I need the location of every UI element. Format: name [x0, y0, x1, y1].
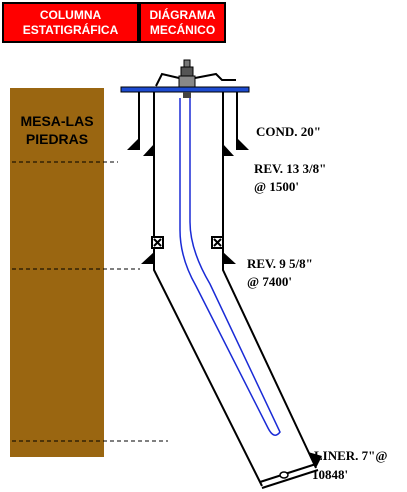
wellhead-right-line	[194, 72, 236, 81]
wellhead	[120, 59, 250, 98]
stratigraphic-header-line2: ESTATIGRÁFICA	[22, 22, 119, 37]
intermediate-shoe-right	[223, 252, 236, 264]
mechanical-header-line1: DIÁGRAMA	[149, 7, 216, 22]
packer-right-icon	[211, 236, 224, 249]
intermediate-casing-shoes	[141, 252, 236, 264]
liner-float-icon	[279, 471, 289, 479]
formation-label-line2: PIEDRAS	[25, 131, 89, 147]
stratigraphic-column-header: COLUMNA ESTATIGRÁFICA	[2, 2, 139, 43]
wellhead-cap	[183, 59, 191, 68]
surface-casing	[153, 92, 224, 255]
mechanical-header-line2: MECÁNICO	[149, 22, 216, 37]
liner-shoe	[308, 452, 322, 468]
production-tubing	[179, 98, 281, 436]
conductor-label: COND. 20"	[256, 124, 321, 139]
liner-bottom	[259, 463, 319, 489]
intermediate-casing-label-line1: REV. 9 5/8"	[247, 256, 313, 271]
deviated-liner	[153, 248, 317, 487]
intermediate-casing-label-line2: @ 7400'	[247, 274, 292, 289]
wellhead-spool	[183, 92, 191, 98]
formation-label-line1: MESA-LAS	[20, 113, 94, 129]
conductor-shoe-right	[237, 138, 249, 150]
liner-label-line1: LINER. 7"@	[314, 448, 388, 463]
stratigraphic-header-line1: COLUMNA	[39, 7, 102, 22]
wellhead-body	[178, 75, 196, 88]
surface-casing-label-line1: REV. 13 3/8"	[254, 161, 327, 176]
packer-left-icon	[151, 236, 164, 249]
liner-label-line2: 10848'	[312, 467, 349, 482]
intermediate-shoe-left	[141, 252, 154, 264]
wellhead-top	[180, 66, 194, 77]
surface-casing-label-line2: @ 1500'	[254, 179, 299, 194]
wellhead-flange	[120, 86, 250, 93]
surface-shoe-right	[223, 144, 234, 156]
wellhead-left-line	[155, 72, 180, 87]
formation-label: MESA-LAS PIEDRAS	[10, 112, 104, 148]
conductor-shoe-left	[127, 138, 139, 150]
stratigraphic-column	[10, 88, 104, 457]
surface-shoe-left	[143, 144, 154, 156]
mechanical-diagram-header: DIÁGRAMA MECÁNICO	[139, 2, 226, 43]
